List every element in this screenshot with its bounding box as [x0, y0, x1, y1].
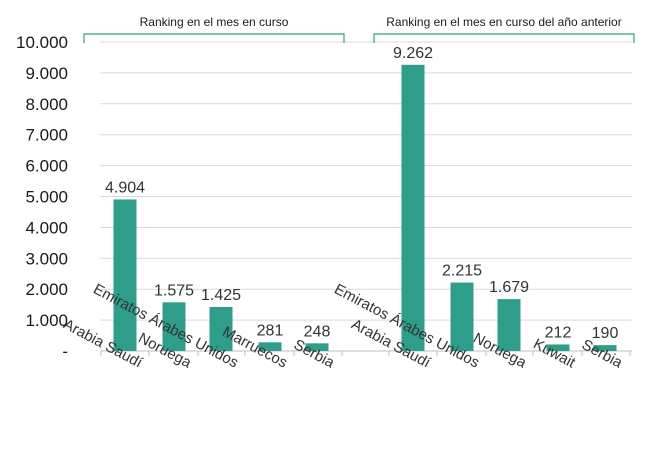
- category-label: Serbia: [291, 336, 338, 372]
- data-label: 4.904: [105, 179, 145, 196]
- data-label: 1.679: [489, 279, 529, 296]
- y-tick-label: 10.000: [16, 33, 68, 52]
- group-title: Ranking en el mes en curso del año anter…: [386, 15, 621, 29]
- bar: [497, 299, 521, 351]
- y-tick-label: 2.000: [25, 280, 68, 299]
- data-labels: 4.904 1.575 1.425 281 248 9.262 2.215 1.679 212 1…: [105, 45, 618, 342]
- data-label: 248: [304, 323, 331, 340]
- bars: [113, 64, 617, 351]
- y-tick-label: 7.000: [25, 126, 68, 145]
- bar: [162, 302, 186, 351]
- bar: [305, 343, 329, 351]
- bar: [113, 199, 137, 351]
- bar: [546, 344, 570, 351]
- y-tick-label: -: [62, 342, 68, 361]
- y-tick-label: 8.000: [25, 95, 68, 114]
- data-label: 281: [257, 322, 284, 339]
- bar: [258, 342, 282, 351]
- y-tick-label: 6.000: [25, 157, 68, 176]
- data-label: 9.262: [393, 45, 433, 62]
- y-tick-label: 5.000: [25, 188, 68, 207]
- group-bracket: [373, 33, 635, 43]
- bar: [593, 345, 617, 351]
- y-tick-label: 4.000: [25, 218, 68, 237]
- data-label: 1.425: [201, 287, 241, 304]
- group-brackets: Ranking en el mes en curso Ranking en el …: [83, 15, 635, 43]
- y-tick-label: 1.000: [25, 311, 68, 330]
- gridlines: [100, 41, 632, 356]
- y-tick-label: 9.000: [25, 64, 68, 83]
- y-tick-label: 3.000: [25, 249, 68, 268]
- bar: [401, 64, 425, 351]
- data-label: 190: [592, 325, 619, 342]
- data-label: 212: [545, 324, 572, 341]
- bar: [209, 306, 233, 351]
- group-bracket: [83, 33, 345, 43]
- data-label: 2.215: [442, 263, 482, 280]
- group-title: Ranking en el mes en curso: [140, 15, 289, 29]
- data-label: 1.575: [154, 282, 194, 299]
- y-axis-ticks: - 1.000 2.000 3.000 4.000 5.000 6.000 7.000 8.00…: [16, 33, 68, 361]
- bar: [450, 282, 474, 351]
